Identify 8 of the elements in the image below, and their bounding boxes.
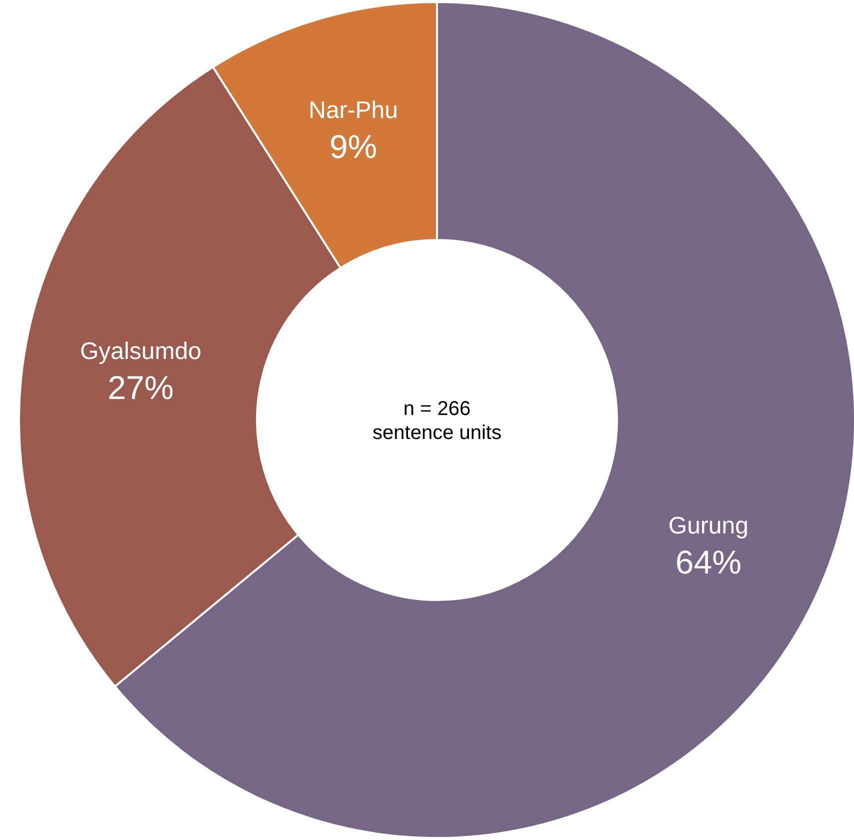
slice-label: Nar-Phu — [308, 96, 398, 124]
data-label: 64% — [675, 544, 742, 581]
slice-label: Gurung — [668, 512, 748, 540]
slice-label: Gyalsumdo — [80, 338, 202, 366]
text: sentence units — [372, 422, 502, 444]
data-label: 9% — [329, 128, 378, 165]
text: n = 266 — [403, 398, 471, 420]
data-label: 27% — [108, 369, 174, 406]
